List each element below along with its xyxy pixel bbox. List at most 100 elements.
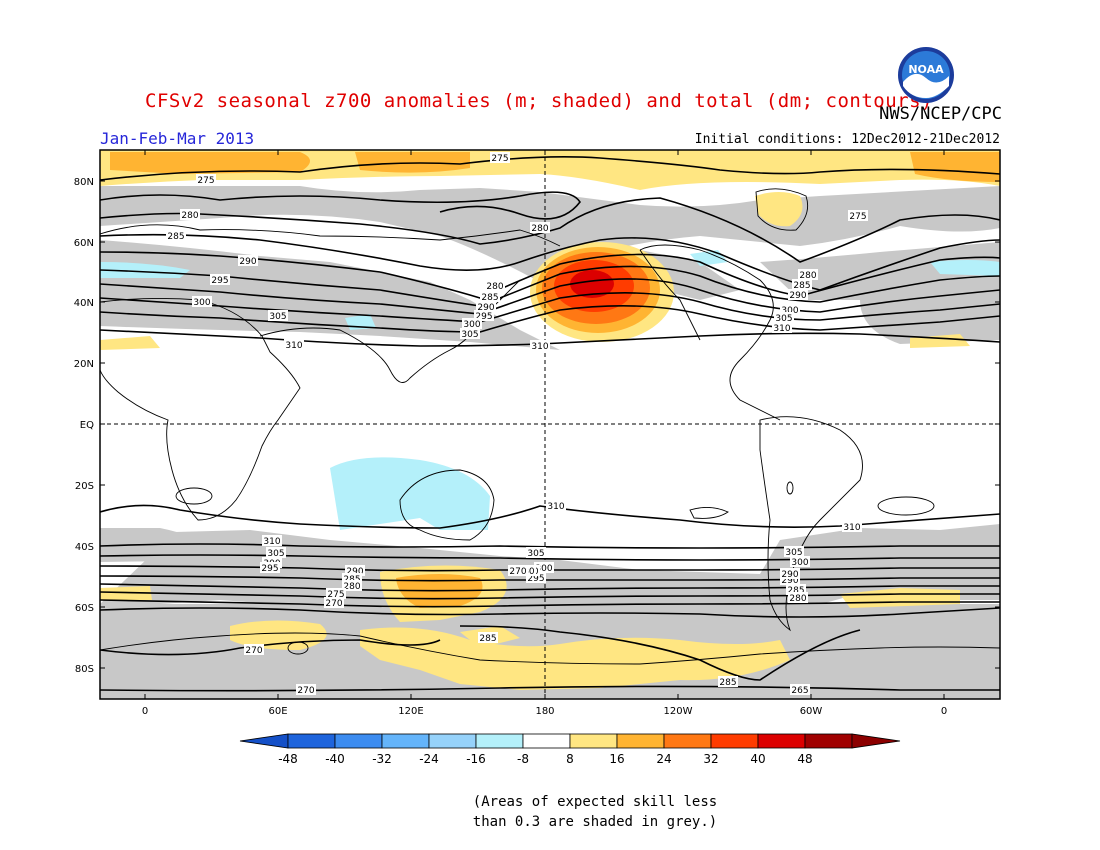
contour-label-bg bbox=[530, 340, 550, 351]
contour-label: 285 bbox=[479, 634, 496, 644]
contour-label: 295 bbox=[211, 276, 228, 286]
contour-label: 305 bbox=[775, 314, 792, 324]
contour-label-bg bbox=[718, 676, 738, 687]
lon-label: 180 bbox=[535, 706, 554, 717]
contour-label: 305 bbox=[269, 312, 286, 322]
positive-anomaly bbox=[755, 192, 803, 227]
contour-label: 290 bbox=[346, 567, 363, 577]
skill-note: (Areas of expected skill less than 0.3 a… bbox=[0, 792, 1100, 832]
contour-label-bg bbox=[798, 269, 818, 280]
negative-anomaly bbox=[100, 262, 190, 278]
contour-label-bg bbox=[166, 230, 186, 241]
anomaly-colorbar: -48 -40 -32 -24 -16 -8 8 16 24 32 40 48 bbox=[239, 733, 901, 766]
contour-label-bg bbox=[534, 562, 554, 573]
contour-label-bg bbox=[774, 312, 794, 323]
contour-label-bg bbox=[262, 535, 282, 546]
contour-label-bg bbox=[244, 644, 264, 655]
contour-label: 300 bbox=[463, 320, 480, 330]
colorbar-arrow-right bbox=[851, 733, 901, 749]
contour-label: 310 bbox=[531, 342, 548, 352]
contour-label-bg bbox=[780, 574, 800, 585]
map-axes: 80N 60N 40N 20N EQ 20S 40S 60S 80S 0 60E 120E 180 120… bbox=[74, 150, 1000, 717]
contour-label-bg bbox=[342, 580, 362, 591]
contour-label: 295 bbox=[475, 312, 492, 322]
contour-label: 300 bbox=[535, 564, 552, 574]
contour-label: 280 bbox=[799, 271, 816, 281]
contour-label: 305 bbox=[461, 330, 478, 340]
contour-label-bg bbox=[790, 684, 810, 695]
contour-label-bg bbox=[268, 310, 288, 321]
contour-label: 285 bbox=[719, 678, 736, 688]
contour-label-bg bbox=[792, 279, 812, 290]
contour-label-bg bbox=[780, 568, 800, 579]
contour-label: 310 bbox=[773, 324, 790, 334]
noaa-logo-text: NOAA bbox=[908, 63, 944, 76]
colorbar-tick-label: -40 bbox=[325, 752, 345, 766]
contour-label-bg bbox=[788, 592, 808, 603]
contour-label: 275 bbox=[491, 154, 508, 164]
contour-label-bg bbox=[788, 289, 808, 300]
contour-label: 300 bbox=[781, 306, 798, 316]
contour-label: 280 bbox=[181, 211, 198, 221]
lat-label: 80N bbox=[74, 177, 94, 188]
positive-anomaly bbox=[360, 627, 790, 690]
colorbar-tick-label: 32 bbox=[703, 752, 718, 766]
lat-label: 20N bbox=[74, 359, 94, 370]
positive-anomaly bbox=[910, 152, 1000, 182]
contour-label-bg bbox=[526, 572, 546, 583]
contour-label: 265 bbox=[791, 686, 808, 696]
contour-label: 280 bbox=[343, 582, 360, 592]
contour-label: 310 bbox=[547, 502, 564, 512]
contour-label: 280 bbox=[789, 594, 806, 604]
lon-label: 120W bbox=[664, 706, 693, 717]
lon-label: 60E bbox=[268, 706, 287, 717]
colorbar-segment bbox=[710, 733, 759, 749]
contour-label-bg bbox=[210, 274, 230, 285]
positive-anomaly-center bbox=[570, 270, 614, 298]
contour-label: 270 bbox=[509, 567, 526, 577]
contour-label: 275 bbox=[849, 212, 866, 222]
contour-label: 290 bbox=[789, 291, 806, 301]
contour-label: 290 bbox=[239, 257, 256, 267]
contour-label-bg bbox=[786, 584, 806, 595]
positive-anomaly bbox=[100, 336, 160, 350]
contour-label-bg bbox=[180, 209, 200, 220]
contour-label-bg bbox=[196, 174, 216, 185]
colorbar-segment bbox=[475, 733, 524, 749]
low-skill-region bbox=[100, 240, 560, 350]
contour-label: 290 bbox=[781, 576, 798, 586]
colorbar-tick-label: -48 bbox=[278, 752, 298, 766]
colorbar-segment bbox=[757, 733, 806, 749]
contour-label-bg bbox=[530, 222, 550, 233]
lat-label: 80S bbox=[75, 664, 94, 675]
contour-label-bg bbox=[342, 573, 362, 584]
colorbar-segment bbox=[428, 733, 477, 749]
agency-label: NWS/NCEP/CPC bbox=[879, 104, 1002, 124]
lon-label: 0 bbox=[941, 706, 947, 717]
colorbar-tick-label: 16 bbox=[609, 752, 624, 766]
contour-label: 295 bbox=[527, 574, 544, 584]
contour-label-bg bbox=[474, 310, 494, 321]
contour-label-bg bbox=[462, 318, 482, 329]
contour-label: 305 bbox=[267, 549, 284, 559]
contour-label: 280 bbox=[531, 224, 548, 234]
colorbar-segment bbox=[334, 733, 383, 749]
colorbar-arrow-left bbox=[239, 733, 289, 749]
contour-label: 285 bbox=[787, 586, 804, 596]
contour-label-bg bbox=[476, 301, 496, 312]
lon-label: 120E bbox=[398, 706, 423, 717]
colorbar-segment bbox=[804, 733, 853, 749]
contour-label-bg bbox=[460, 328, 480, 339]
colorbar-tick-label: 40 bbox=[750, 752, 765, 766]
contour-label-bg bbox=[296, 684, 316, 695]
lat-label: 40N bbox=[74, 298, 94, 309]
colorbar-segment bbox=[381, 733, 430, 749]
contour-label-bg bbox=[848, 210, 868, 221]
contour-label-bg bbox=[238, 255, 258, 266]
contour-label-bg bbox=[842, 521, 862, 532]
lat-label: 20S bbox=[75, 481, 94, 492]
contour-label: 305 bbox=[785, 548, 802, 558]
lon-label: 0 bbox=[142, 706, 148, 717]
contour-label-bg bbox=[526, 547, 546, 558]
